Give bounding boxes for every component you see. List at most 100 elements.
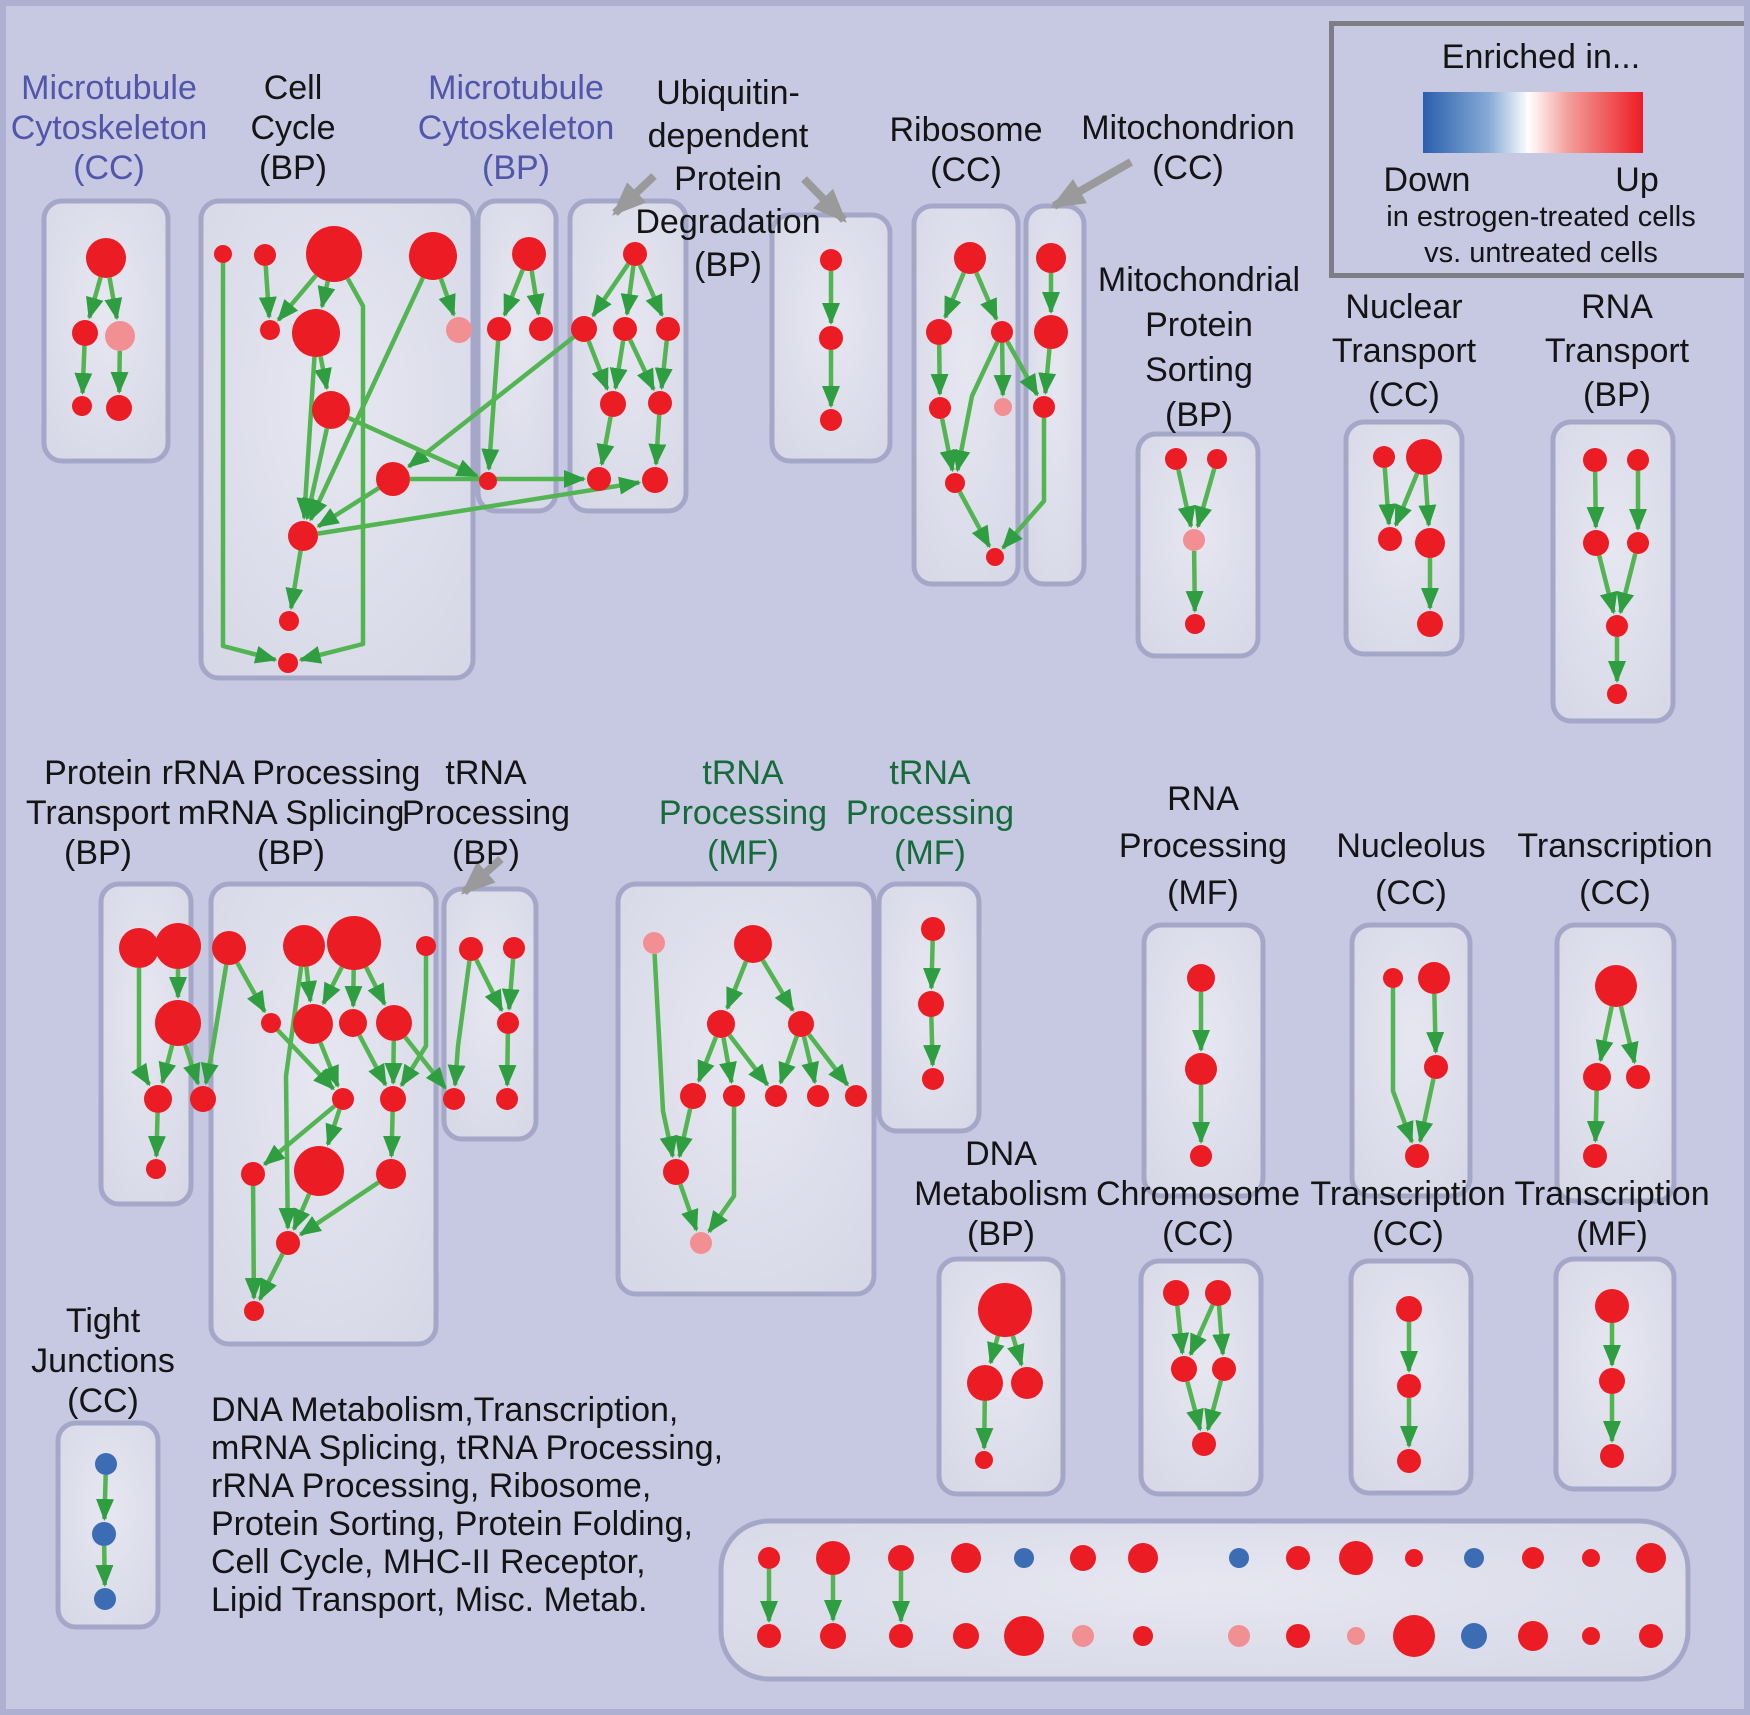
node-red <box>1522 1547 1544 1569</box>
node-red <box>1636 1543 1666 1573</box>
node-red <box>1286 1546 1310 1570</box>
node-red <box>765 1085 787 1107</box>
edge-dna-metabolism <box>987 1335 1005 1365</box>
node-red <box>1627 449 1649 471</box>
node-red <box>1582 1549 1600 1567</box>
cross-edge <box>1001 418 1047 550</box>
cross-edge <box>407 335 576 469</box>
edge-ubiquitin-bp-1 <box>609 340 628 391</box>
node-red <box>1070 1545 1096 1571</box>
node-red <box>1192 1432 1216 1456</box>
node-red <box>279 611 299 631</box>
edge-protein-transport <box>158 1044 177 1085</box>
node-red <box>951 1543 981 1573</box>
edge-ubiquitin-bp-1 <box>628 338 656 392</box>
node-red <box>416 936 436 956</box>
node-red <box>648 391 672 415</box>
edge-microtubule-cc <box>74 345 93 396</box>
edge-ribosome <box>993 342 1012 398</box>
node-red <box>680 1083 706 1109</box>
callout-arrow-icon <box>461 856 504 895</box>
edge-trna-mf-1 <box>707 1107 737 1234</box>
node-red <box>986 548 1004 566</box>
node-red <box>312 391 350 429</box>
node-red <box>146 1159 166 1179</box>
node-blue <box>95 1453 117 1475</box>
node-red <box>788 1011 814 1037</box>
node-red <box>1415 528 1445 558</box>
node-blue <box>1464 1548 1484 1568</box>
node-red <box>241 1162 265 1186</box>
node-red <box>1033 396 1055 418</box>
node-red <box>380 1086 406 1112</box>
node-red <box>332 1088 354 1110</box>
node-red <box>656 317 680 341</box>
edge-cell-cycle <box>258 265 277 320</box>
edge-trna-mf-1 <box>778 1035 799 1085</box>
cross-edge <box>1005 340 1040 397</box>
edge-rrna-mrna <box>318 1041 340 1088</box>
node-red <box>278 653 298 673</box>
edge-rrna-mrna <box>399 956 429 1088</box>
node-red <box>1627 532 1649 554</box>
group-label-transcription-mf: Transcription (MF) <box>1514 1175 1710 1253</box>
node-red <box>1004 1616 1044 1656</box>
node-red <box>1595 1289 1629 1323</box>
node-red <box>212 931 246 965</box>
edge-ribosome <box>939 418 958 473</box>
node-red <box>1036 243 1066 273</box>
legend-up-label: Up <box>1615 161 1659 199</box>
node-red <box>1286 1624 1310 1648</box>
node-red <box>918 991 944 1017</box>
edge-rrna-mrna <box>325 1108 343 1147</box>
node-red <box>734 925 772 963</box>
edge-rrna-mrna <box>235 961 267 1014</box>
edge-rrna-mrna <box>244 1185 263 1301</box>
edge-nucleolus <box>1415 1078 1436 1144</box>
edge-tight-junctions <box>96 1474 114 1522</box>
node-red <box>921 917 945 941</box>
node-red <box>1190 1145 1212 1167</box>
edge-nucleolus <box>1426 993 1445 1055</box>
node-blue <box>1461 1623 1487 1649</box>
node-red <box>1606 615 1628 637</box>
edge-trna-mf-1 <box>675 1108 693 1159</box>
node-red <box>758 1547 780 1569</box>
node-red <box>1583 1144 1607 1168</box>
edge-microtubule-bp <box>526 270 545 317</box>
node-red <box>1417 611 1443 637</box>
edge-trna-bp <box>501 958 520 1012</box>
edge-ubiquitin-bp-1 <box>596 416 615 467</box>
edge-ubiquitin-bp-1 <box>620 265 639 317</box>
node-blue <box>94 1588 116 1610</box>
edge-cell-cycle <box>276 273 318 322</box>
node-red <box>613 317 637 341</box>
node-red <box>376 462 410 496</box>
callout-arrow-icon <box>612 173 657 216</box>
node-red <box>1405 1549 1423 1567</box>
group-box-rna-transport <box>1550 419 1676 724</box>
node-red <box>945 473 965 493</box>
group-box-nucleolus <box>1349 922 1473 1199</box>
edge-trna-bp <box>498 1033 517 1088</box>
node-red <box>820 249 842 271</box>
edge-dna-metabolism <box>975 1400 994 1451</box>
node-red <box>288 521 318 551</box>
node-red <box>757 1624 781 1648</box>
edge-rrna-mrna <box>357 1034 388 1087</box>
group-label-ubiquitin: Ubiquitin- dependent Protein Degradation… <box>635 74 821 284</box>
network-diagram <box>41 158 1691 1682</box>
edge-trna-bp <box>474 958 504 1013</box>
node-red <box>991 321 1013 343</box>
node-red <box>1378 527 1402 551</box>
group-label-rrna-mrna: rRNA Processing mRNA Splicing (BP) <box>161 754 421 872</box>
node-red <box>292 309 340 357</box>
node-red <box>922 1068 944 1090</box>
edge-microtubule-bp <box>502 268 525 317</box>
edge-trna-mf-1 <box>652 953 678 1159</box>
edge-protein-transport <box>183 1044 201 1086</box>
node-red <box>975 1451 993 1469</box>
edge-cell-cycle <box>302 428 330 521</box>
edge-cell-cycle <box>316 486 380 529</box>
node-red <box>600 391 626 417</box>
